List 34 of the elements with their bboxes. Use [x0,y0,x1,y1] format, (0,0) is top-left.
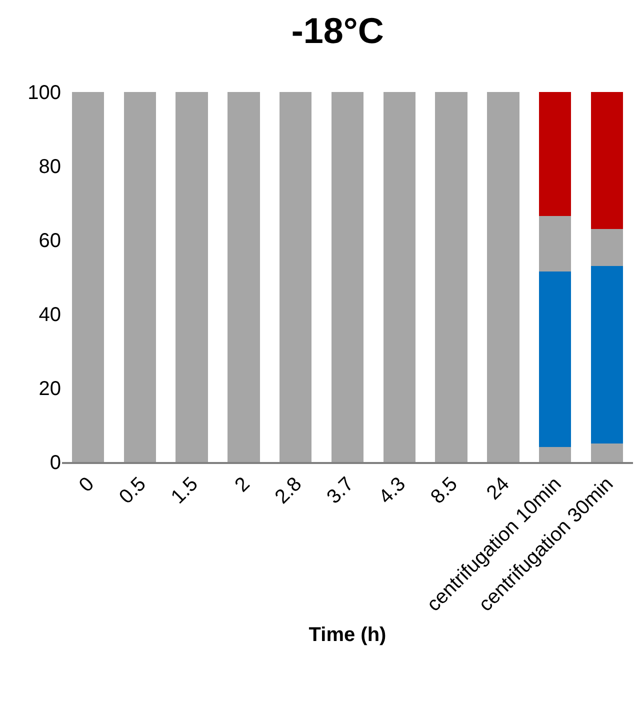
x-axis-title: Time (h) [308,624,386,646]
bar [487,92,520,462]
bar [539,92,572,216]
bar [435,92,468,462]
bar [72,92,104,462]
bar [539,216,572,272]
x-tick-label: 24 [482,473,514,504]
bar [124,92,156,462]
bar [590,228,624,266]
x-tick-label: 0 [75,473,99,496]
bar [539,447,572,462]
bar [590,444,624,462]
x-tick-label: 3.7 [322,473,358,508]
bar [176,92,208,462]
y-tick-label: 20 [38,378,61,400]
x-tick-label: 4.3 [374,473,410,508]
bar [280,92,312,462]
chart-title: -18°C [291,10,384,52]
x-tick-label: 0.5 [115,473,150,508]
bar [383,92,416,462]
x-tick-label: 2.8 [270,473,306,508]
x-tick-label: 1.5 [167,473,202,508]
y-tick-label: 100 [28,82,61,104]
bar [590,266,624,444]
bar [331,92,364,462]
bar [539,271,572,448]
y-tick-label: 0 [50,452,61,474]
x-tick-label: 2 [230,473,254,496]
y-tick-label: 60 [38,230,61,252]
y-tick-label: 40 [38,304,61,326]
bar [590,92,624,229]
y-tick-label: 80 [38,156,61,178]
x-tick-label: 8.5 [426,473,462,508]
bar [228,92,260,462]
